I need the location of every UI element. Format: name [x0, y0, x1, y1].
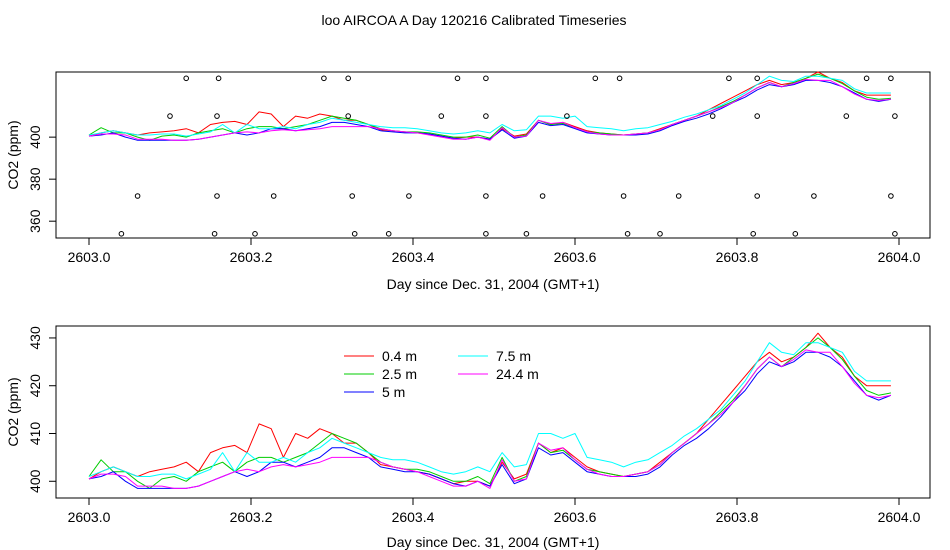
top-scatter-point: [134, 193, 141, 199]
top-scatter-point: [657, 231, 663, 237]
top-scatter-point: [454, 75, 461, 82]
top-scatter-point: [215, 75, 222, 82]
top-scatter-point: [438, 113, 445, 119]
top-x-tick-label: 2603.8: [716, 249, 759, 265]
top-series-line: [88, 73, 891, 141]
top-scatter-point: [345, 113, 352, 119]
top-scatter-point: [843, 113, 850, 119]
top-series-line: [88, 75, 891, 137]
top-scatter-point: [792, 231, 799, 237]
top-scatter-point: [888, 193, 894, 199]
bottom-series-line: [88, 342, 891, 480]
bottom-series-line: [88, 332, 891, 487]
top-scatter-point: [539, 193, 546, 199]
bottom-y-tick-label: 430: [27, 326, 43, 350]
top-scatter-point: [349, 193, 356, 199]
bottom-x-tick-label: 2603.6: [554, 509, 597, 525]
top-scatter-point: [620, 193, 627, 199]
top-scatter-point: [616, 75, 623, 82]
top-scatter-point: [214, 113, 220, 119]
bottom-series-line: [88, 351, 892, 489]
top-series-lines: [88, 71, 891, 141]
top-scatter-points: [118, 75, 898, 237]
bottom-x-tick-label: 2603.8: [716, 509, 759, 525]
top-y-axis-label: CO2 (ppm): [5, 120, 21, 189]
bottom-x-tick-label: 2603.0: [68, 509, 111, 525]
top-scatter-point: [483, 75, 489, 82]
chart-title: loo AIRCOA A Day 120216 Calibrated Times…: [321, 12, 626, 28]
top-scatter-point: [483, 231, 489, 237]
top-scatter-point: [483, 113, 489, 119]
top-scatter-point: [406, 193, 412, 199]
top-scatter-point: [214, 193, 220, 199]
bottom-y-axis: 400 410 420 430: [27, 326, 57, 493]
bottom-series-lines: [88, 332, 892, 489]
top-x-tick-label: 2603.4: [392, 249, 435, 265]
bottom-plot-frame: [55, 325, 931, 499]
top-scatter-point: [523, 231, 530, 237]
legend-label: 2.5 m: [382, 366, 417, 382]
top-series-line: [88, 71, 891, 140]
top-panel: 2603.0 2603.2 2603.4 2603.6 2603.8 2604.0 360…: [5, 71, 931, 292]
top-scatter-point: [483, 193, 489, 199]
top-scatter-point: [726, 75, 732, 82]
top-scatter-point: [811, 193, 817, 199]
top-scatter-point: [863, 75, 870, 82]
top-x-tick-label: 2604.0: [878, 249, 921, 265]
top-scatter-point: [351, 231, 358, 237]
bottom-x-tick-label: 2603.4: [392, 509, 435, 525]
legend-label: 7.5 m: [496, 348, 531, 364]
top-x-tick-label: 2603.2: [230, 249, 273, 265]
bottom-x-tick-label: 2603.2: [230, 509, 273, 525]
top-x-axis: 2603.0 2603.2 2603.4 2603.6 2603.8 2604.0: [68, 237, 921, 265]
top-scatter-point: [754, 75, 761, 82]
bottom-panel: 2603.0 2603.2 2603.4 2603.6 2603.8 2604.0 400…: [5, 325, 931, 550]
bottom-y-tick-label: 410: [27, 422, 43, 446]
bottom-y-tick-label: 400: [27, 469, 43, 493]
top-y-tick-label: 400: [27, 125, 43, 149]
bottom-x-axis-label: Day since Dec. 31, 2004 (GMT+1): [387, 534, 600, 550]
top-scatter-point: [624, 231, 631, 237]
top-scatter-point: [167, 113, 173, 119]
top-scatter-point: [888, 75, 894, 82]
bottom-x-axis: 2603.0 2603.2 2603.4 2603.6 2603.8 2604.0: [68, 497, 921, 525]
top-scatter-point: [892, 113, 898, 119]
top-scatter-point: [321, 75, 327, 82]
top-plot-frame: [55, 71, 931, 239]
top-scatter-point: [709, 113, 716, 119]
top-scatter-point: [345, 75, 352, 82]
top-y-axis: 360 380 400: [27, 125, 57, 233]
bottom-series-line: [88, 337, 891, 489]
top-scatter-point: [892, 231, 898, 237]
top-scatter-point: [252, 231, 258, 237]
top-scatter-point: [564, 113, 570, 119]
top-scatter-point: [211, 231, 218, 237]
top-y-tick-label: 380: [27, 167, 43, 191]
top-scatter-point: [754, 193, 761, 199]
top-scatter-point: [754, 113, 761, 119]
top-scatter-point: [592, 75, 599, 82]
top-scatter-point: [118, 231, 125, 237]
bottom-x-tick-label: 2604.0: [878, 509, 921, 525]
top-x-axis-label: Day since Dec. 31, 2004 (GMT+1): [387, 276, 600, 292]
top-x-tick-label: 2603.6: [554, 249, 597, 265]
bottom-y-tick-label: 420: [27, 374, 43, 398]
top-scatter-point: [750, 231, 757, 237]
top-scatter-point: [183, 75, 189, 82]
bottom-y-axis-label: CO2 (ppm): [5, 377, 21, 446]
legend-label: 0.4 m: [382, 348, 417, 364]
bottom-series-line: [88, 349, 891, 489]
top-scatter-point: [270, 193, 277, 199]
top-scatter-point: [385, 231, 392, 237]
legend-label: 5 m: [382, 384, 405, 400]
legend: 0.4 m 2.5 m 5 m 7.5 m 24.4 m: [344, 348, 539, 400]
legend-label: 24.4 m: [496, 366, 539, 382]
top-series-line: [88, 78, 891, 141]
top-scatter-point: [675, 193, 682, 199]
top-x-tick-label: 2603.0: [68, 249, 111, 265]
top-y-tick-label: 360: [27, 209, 43, 233]
